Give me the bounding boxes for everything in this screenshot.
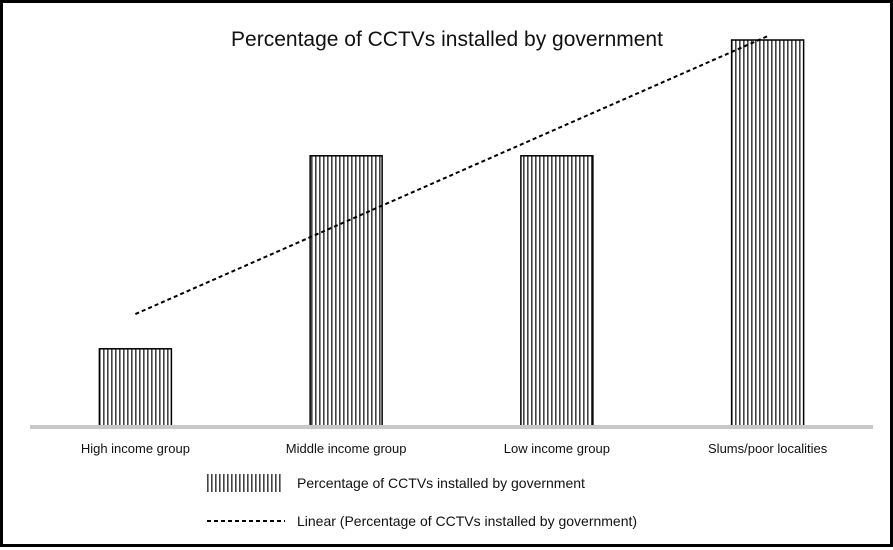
- bar-middle-income-group: [309, 155, 383, 427]
- x-tick-label: Low income group: [504, 441, 610, 456]
- legend-swatch-bars: [207, 474, 283, 492]
- trend-line: [134, 35, 769, 315]
- bar-slums-poor-localities: [730, 39, 805, 427]
- legend-label-trend: Linear (Percentage of CCTVs installed by…: [297, 513, 637, 529]
- bar-high-income-group: [98, 348, 173, 427]
- chart-title: Percentage of CCTVs installed by governm…: [231, 28, 663, 51]
- bar-chart: Percentage of CCTVs installed by governm…: [30, 28, 873, 529]
- x-tick-labels: High income group Middle income group Low …: [81, 441, 828, 456]
- legend: Percentage of CCTVs installed by governm…: [207, 474, 637, 529]
- x-tick-label: Middle income group: [286, 441, 407, 456]
- bar-low-income-group: [520, 155, 594, 427]
- bars-group: [98, 39, 805, 427]
- legend-label-bars: Percentage of CCTVs installed by governm…: [297, 475, 585, 491]
- x-tick-label: High income group: [81, 441, 190, 456]
- x-tick-label: Slums/poor localities: [708, 441, 828, 456]
